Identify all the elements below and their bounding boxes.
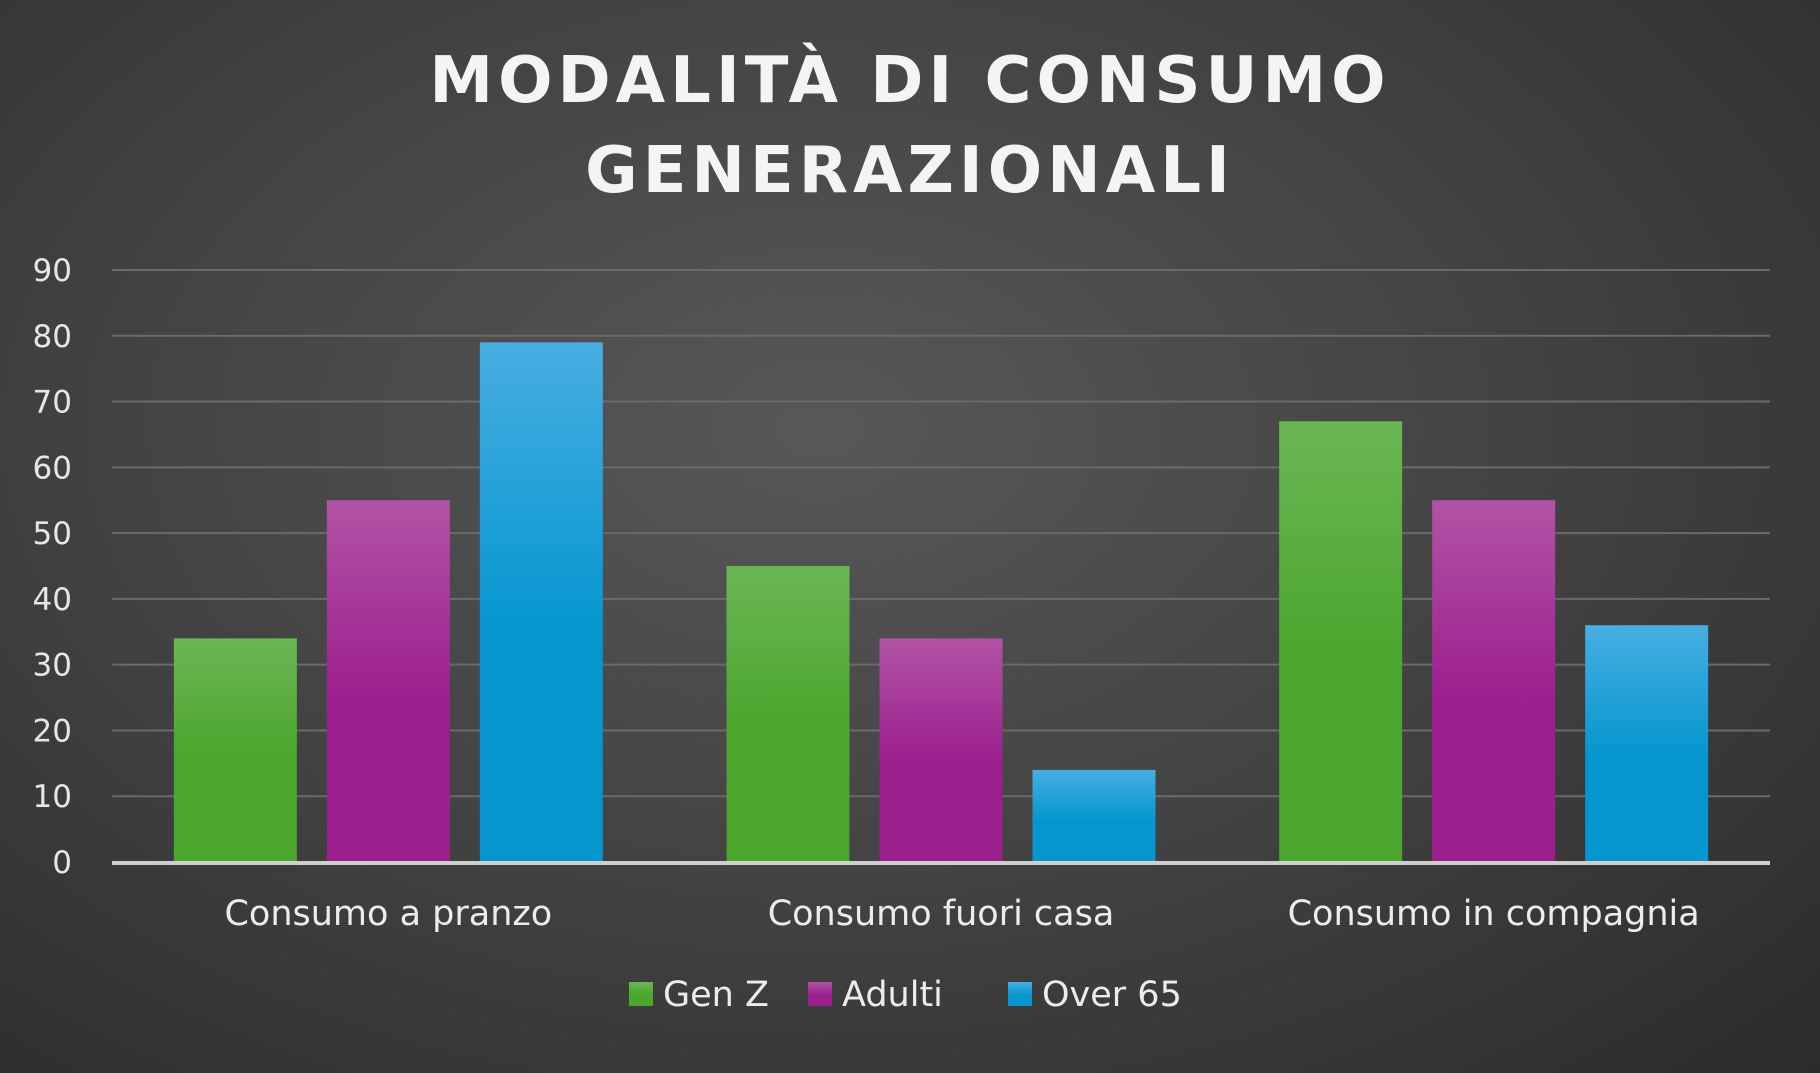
bar-over-65-1 [479,342,603,862]
y-tick-label: 10 [33,779,72,815]
y-tick-label: 20 [33,713,72,749]
legend-label: Over 65 [1042,975,1182,1015]
bar-gen-z-1 [173,638,297,862]
x-category-label: Consumo in compagnia [1288,894,1700,934]
x-axis-category-labels: Consumo a pranzo Consumo fuori casa Consum… [224,894,1699,934]
y-axis-tick-labels: 0 10 20 30 40 50 60 70 80 90 [33,253,72,881]
bar-adulti-1 [326,500,450,862]
y-tick-label: 70 [33,385,72,421]
chart-title-line-2: GENERAZIONALI [585,134,1235,208]
y-tick-label: 30 [33,648,72,684]
bar-gen-z-3 [1279,421,1403,862]
chart-title-line-1: MODALITÀ DI CONSUMO [429,42,1390,118]
chart-title: MODALITÀ DI CONSUMO GENERAZIONALI [429,42,1390,208]
bar-over-65-2 [1032,769,1156,862]
legend-swatch-gen-z [629,982,653,1006]
bars [173,342,1709,862]
bar-gen-z-2 [726,566,850,862]
bar-over-65-3 [1585,625,1709,862]
y-tick-label: 80 [33,319,72,355]
y-tick-label: 40 [33,582,72,618]
legend-swatch-adulti [808,982,832,1006]
legend: Gen Z Adulti Over 65 [629,975,1182,1015]
bar-adulti-3 [1432,500,1556,862]
legend-label: Adulti [842,975,943,1015]
y-tick-label: 0 [52,845,72,881]
legend-label: Gen Z [663,975,769,1015]
y-tick-label: 60 [33,450,72,486]
legend-swatch-over-65 [1008,982,1032,1006]
y-tick-label: 50 [33,516,72,552]
x-category-label: Consumo fuori casa [768,894,1115,934]
bar-adulti-2 [879,638,1003,862]
y-tick-label: 90 [33,253,72,289]
x-category-label: Consumo a pranzo [224,894,552,934]
